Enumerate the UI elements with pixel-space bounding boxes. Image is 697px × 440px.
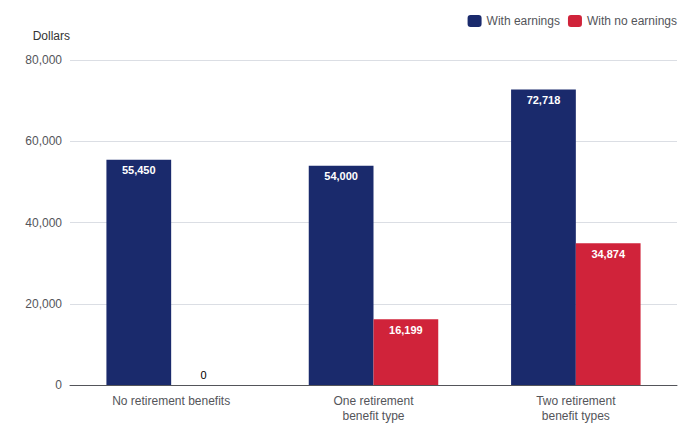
- svg-text:55,450: 55,450: [122, 164, 156, 176]
- svg-text:40,000: 40,000: [25, 216, 62, 230]
- svg-text:80,000: 80,000: [25, 53, 62, 67]
- svg-text:Two retirement: Two retirement: [536, 394, 616, 408]
- svg-text:60,000: 60,000: [25, 134, 62, 148]
- svg-text:34,874: 34,874: [591, 248, 626, 260]
- svg-text:54,000: 54,000: [324, 170, 358, 182]
- svg-text:72,718: 72,718: [527, 94, 561, 106]
- svg-text:20,000: 20,000: [25, 297, 62, 311]
- svg-text:benefit type: benefit type: [342, 409, 404, 423]
- svg-text:With earnings: With earnings: [487, 14, 560, 28]
- svg-text:0: 0: [200, 369, 206, 381]
- svg-text:benefit types: benefit types: [542, 409, 610, 423]
- svg-text:No retirement benefits: No retirement benefits: [112, 394, 230, 408]
- svg-text:0: 0: [55, 378, 62, 392]
- svg-text:Dollars: Dollars: [33, 29, 70, 43]
- svg-text:With no earnings: With no earnings: [587, 14, 677, 28]
- svg-text:16,199: 16,199: [389, 324, 423, 336]
- svg-text:One retirement: One retirement: [333, 394, 414, 408]
